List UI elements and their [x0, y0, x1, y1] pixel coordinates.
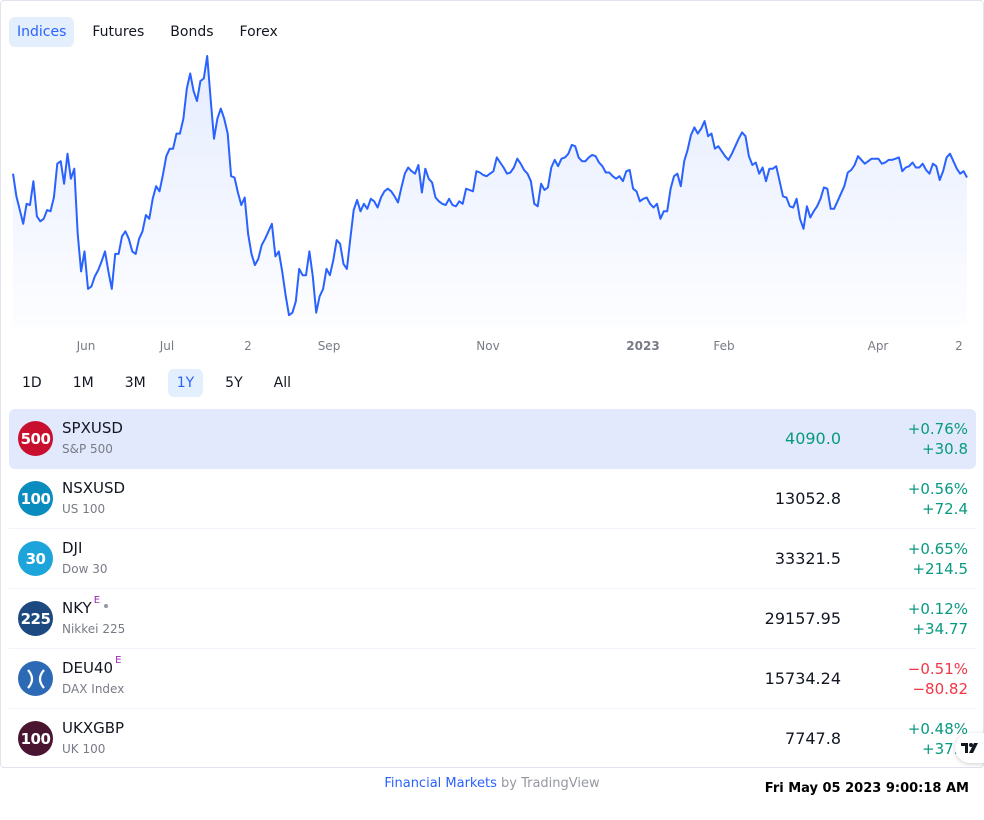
last-price: 4090.0: [785, 429, 841, 448]
timestamp: Fri May 05 2023 9:00:18 AM: [764, 781, 969, 796]
x-tick-label: Feb: [713, 339, 734, 353]
x-tick-label: 2: [244, 339, 252, 353]
symbol-name: NSXUSD: [62, 479, 125, 497]
range-1y[interactable]: 1Y: [167, 369, 204, 397]
range-1m[interactable]: 1M: [72, 375, 94, 391]
change-absolute: −80.82: [912, 680, 968, 698]
range-selector: 1D 1M 3M 1Y 5Y All: [13, 369, 313, 397]
symbol-description: DAX Index: [62, 682, 125, 696]
last-price: 15734.24: [764, 669, 841, 688]
market-status-dot-icon: [104, 603, 109, 608]
symbol-description: Dow 30: [62, 562, 108, 576]
last-price: 33321.5: [774, 549, 841, 568]
symbol-logo: 100: [18, 481, 53, 516]
symbol-name: UKXGBP: [62, 719, 124, 737]
change-block: +0.12% +34.77: [908, 599, 968, 639]
symbol-row-dji[interactable]: 30 DJI Dow 30 33321.5 +0.65% +214.5: [9, 529, 976, 589]
range-1d[interactable]: 1D: [22, 375, 42, 391]
symbol-name: DEU40 E: [62, 655, 121, 677]
x-tick-label: Nov: [476, 339, 499, 353]
symbol-description: S&P 500: [62, 442, 113, 456]
symbol-logo: 225: [18, 601, 53, 636]
change-block: +0.76% +30.8: [908, 419, 968, 459]
symbol-ticker: NSXUSD: [62, 479, 126, 497]
delayed-badge: E: [93, 595, 101, 606]
change-percent: −0.51%: [907, 660, 968, 678]
tab-futures[interactable]: Futures: [92, 24, 145, 40]
change-block: +0.56% +72.4: [908, 479, 968, 519]
delayed-badge: E: [115, 655, 122, 666]
change-percent: +0.12%: [907, 600, 968, 618]
symbol-logo: 500: [18, 421, 53, 456]
symbol-ticker: DEU40: [62, 659, 114, 677]
price-area-fill: [13, 56, 967, 327]
change-percent: +0.76%: [907, 420, 968, 438]
market-overview-widget: Indices Futures Bonds Forex Jun Jul 2 Sep Nov 20…: [0, 0, 984, 768]
symbol-row-nsxusd[interactable]: 100 NSXUSD US 100 13052.8 +0.56% +72.4: [9, 469, 976, 529]
change-percent: +0.56%: [907, 480, 968, 498]
change-block: +0.65% +214.5: [908, 539, 968, 579]
price-series-line: [12, 55, 968, 317]
change-percent: +0.65%: [907, 540, 968, 558]
tab-bonds[interactable]: Bonds: [170, 24, 214, 40]
range-5y[interactable]: 5Y: [225, 375, 243, 391]
symbol-name: DJI: [62, 539, 82, 557]
price-chart-svg: Jun Jul 2 Sep Nov 2023 Feb Apr 2: [12, 55, 968, 353]
symbol-description: US 100: [62, 502, 106, 516]
change-absolute: +30.8: [922, 440, 968, 458]
symbol-row-deu40[interactable]: DEU40 E DAX Index 15734.24 −0.51% −80.82: [9, 649, 976, 709]
last-price: 13052.8: [774, 489, 841, 508]
symbol-list: 500 SPXUSD S&P 500 4090.0 +0.76% +30.8 100 NSXU…: [9, 409, 976, 767]
x-tick-label: Sep: [318, 339, 341, 353]
tab-forex[interactable]: Forex: [239, 24, 278, 40]
symbol-name: SPXUSD: [62, 419, 123, 437]
range-3m[interactable]: 3M: [124, 375, 146, 391]
change-absolute: +214.5: [912, 560, 968, 578]
by-tradingview-text: by TradingView: [496, 776, 600, 791]
x-tick-label: Jul: [159, 339, 174, 353]
financial-markets-link[interactable]: Financial Markets: [384, 776, 497, 791]
symbol-logo: 100: [18, 721, 53, 756]
symbol-ticker: DJI: [62, 539, 83, 557]
tab-indices[interactable]: Indices: [9, 17, 75, 47]
symbol-ticker: SPXUSD: [62, 419, 123, 437]
x-tick-label: Jun: [76, 339, 96, 353]
last-price: 29157.95: [764, 609, 841, 628]
x-cross-icon: [18, 661, 53, 696]
x-tick-label: 2023: [626, 339, 659, 353]
tradingview-logo-icon[interactable]: [955, 733, 984, 763]
symbol-logo: 30: [18, 541, 53, 576]
symbol-row-ukxgbp[interactable]: 100 UKXGBP UK 100 7747.8 +0.48% +37.1: [9, 709, 976, 767]
price-chart[interactable]: Jun Jul 2 Sep Nov 2023 Feb Apr 2: [1, 51, 983, 361]
change-absolute: +72.4: [922, 500, 968, 518]
last-price: 7747.8: [785, 729, 841, 748]
change-block: −0.51% −80.82: [908, 659, 968, 699]
category-tabs: Indices Futures Bonds Forex: [9, 17, 296, 47]
x-tick-label: 2: [955, 339, 963, 353]
symbol-ticker: UKXGBP: [62, 719, 125, 737]
symbol-description: Nikkei 225: [62, 622, 126, 636]
symbol-description: UK 100: [62, 742, 106, 756]
footer-attribution: Financial Markets by TradingView: [0, 776, 984, 791]
change-absolute: +34.77: [912, 620, 968, 638]
symbol-row-nky[interactable]: 225 NKY E Nikkei 225 29157.95 +0.12% +34.77: [9, 589, 976, 649]
range-all[interactable]: All: [273, 375, 291, 391]
symbol-row-spxusd[interactable]: 500 SPXUSD S&P 500 4090.0 +0.76% +30.8: [9, 409, 976, 469]
symbol-name: NKY E: [62, 595, 109, 617]
change-percent: +0.48%: [907, 720, 968, 738]
x-tick-label: Apr: [868, 339, 889, 353]
symbol-ticker: NKY: [62, 599, 92, 617]
